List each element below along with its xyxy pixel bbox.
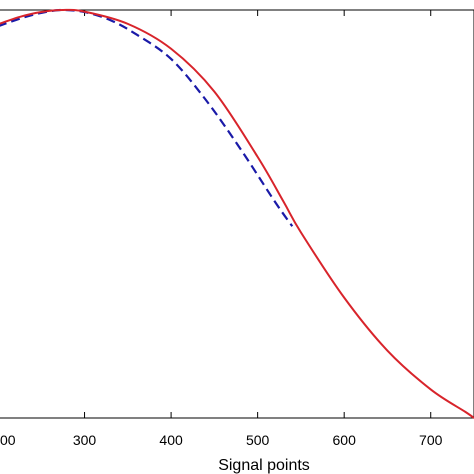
x-tick-label: 700 — [419, 432, 443, 448]
series-line-dashed-blue — [0, 8, 294, 227]
x-axis-label: Signal points — [218, 457, 310, 474]
x-tick-label: 500 — [246, 432, 270, 448]
x-tick-label: 300 — [73, 432, 97, 448]
x-tick-label: 600 — [333, 432, 357, 448]
x-tick-label: 00 — [0, 432, 16, 448]
series-line-solid-red — [0, 8, 474, 419]
series-layer — [0, 8, 474, 419]
plot-area — [0, 9, 474, 419]
x-axis-tick-labels: 00 300 400 500 600 700 — [0, 432, 443, 448]
x-tick-label: 400 — [159, 432, 183, 448]
